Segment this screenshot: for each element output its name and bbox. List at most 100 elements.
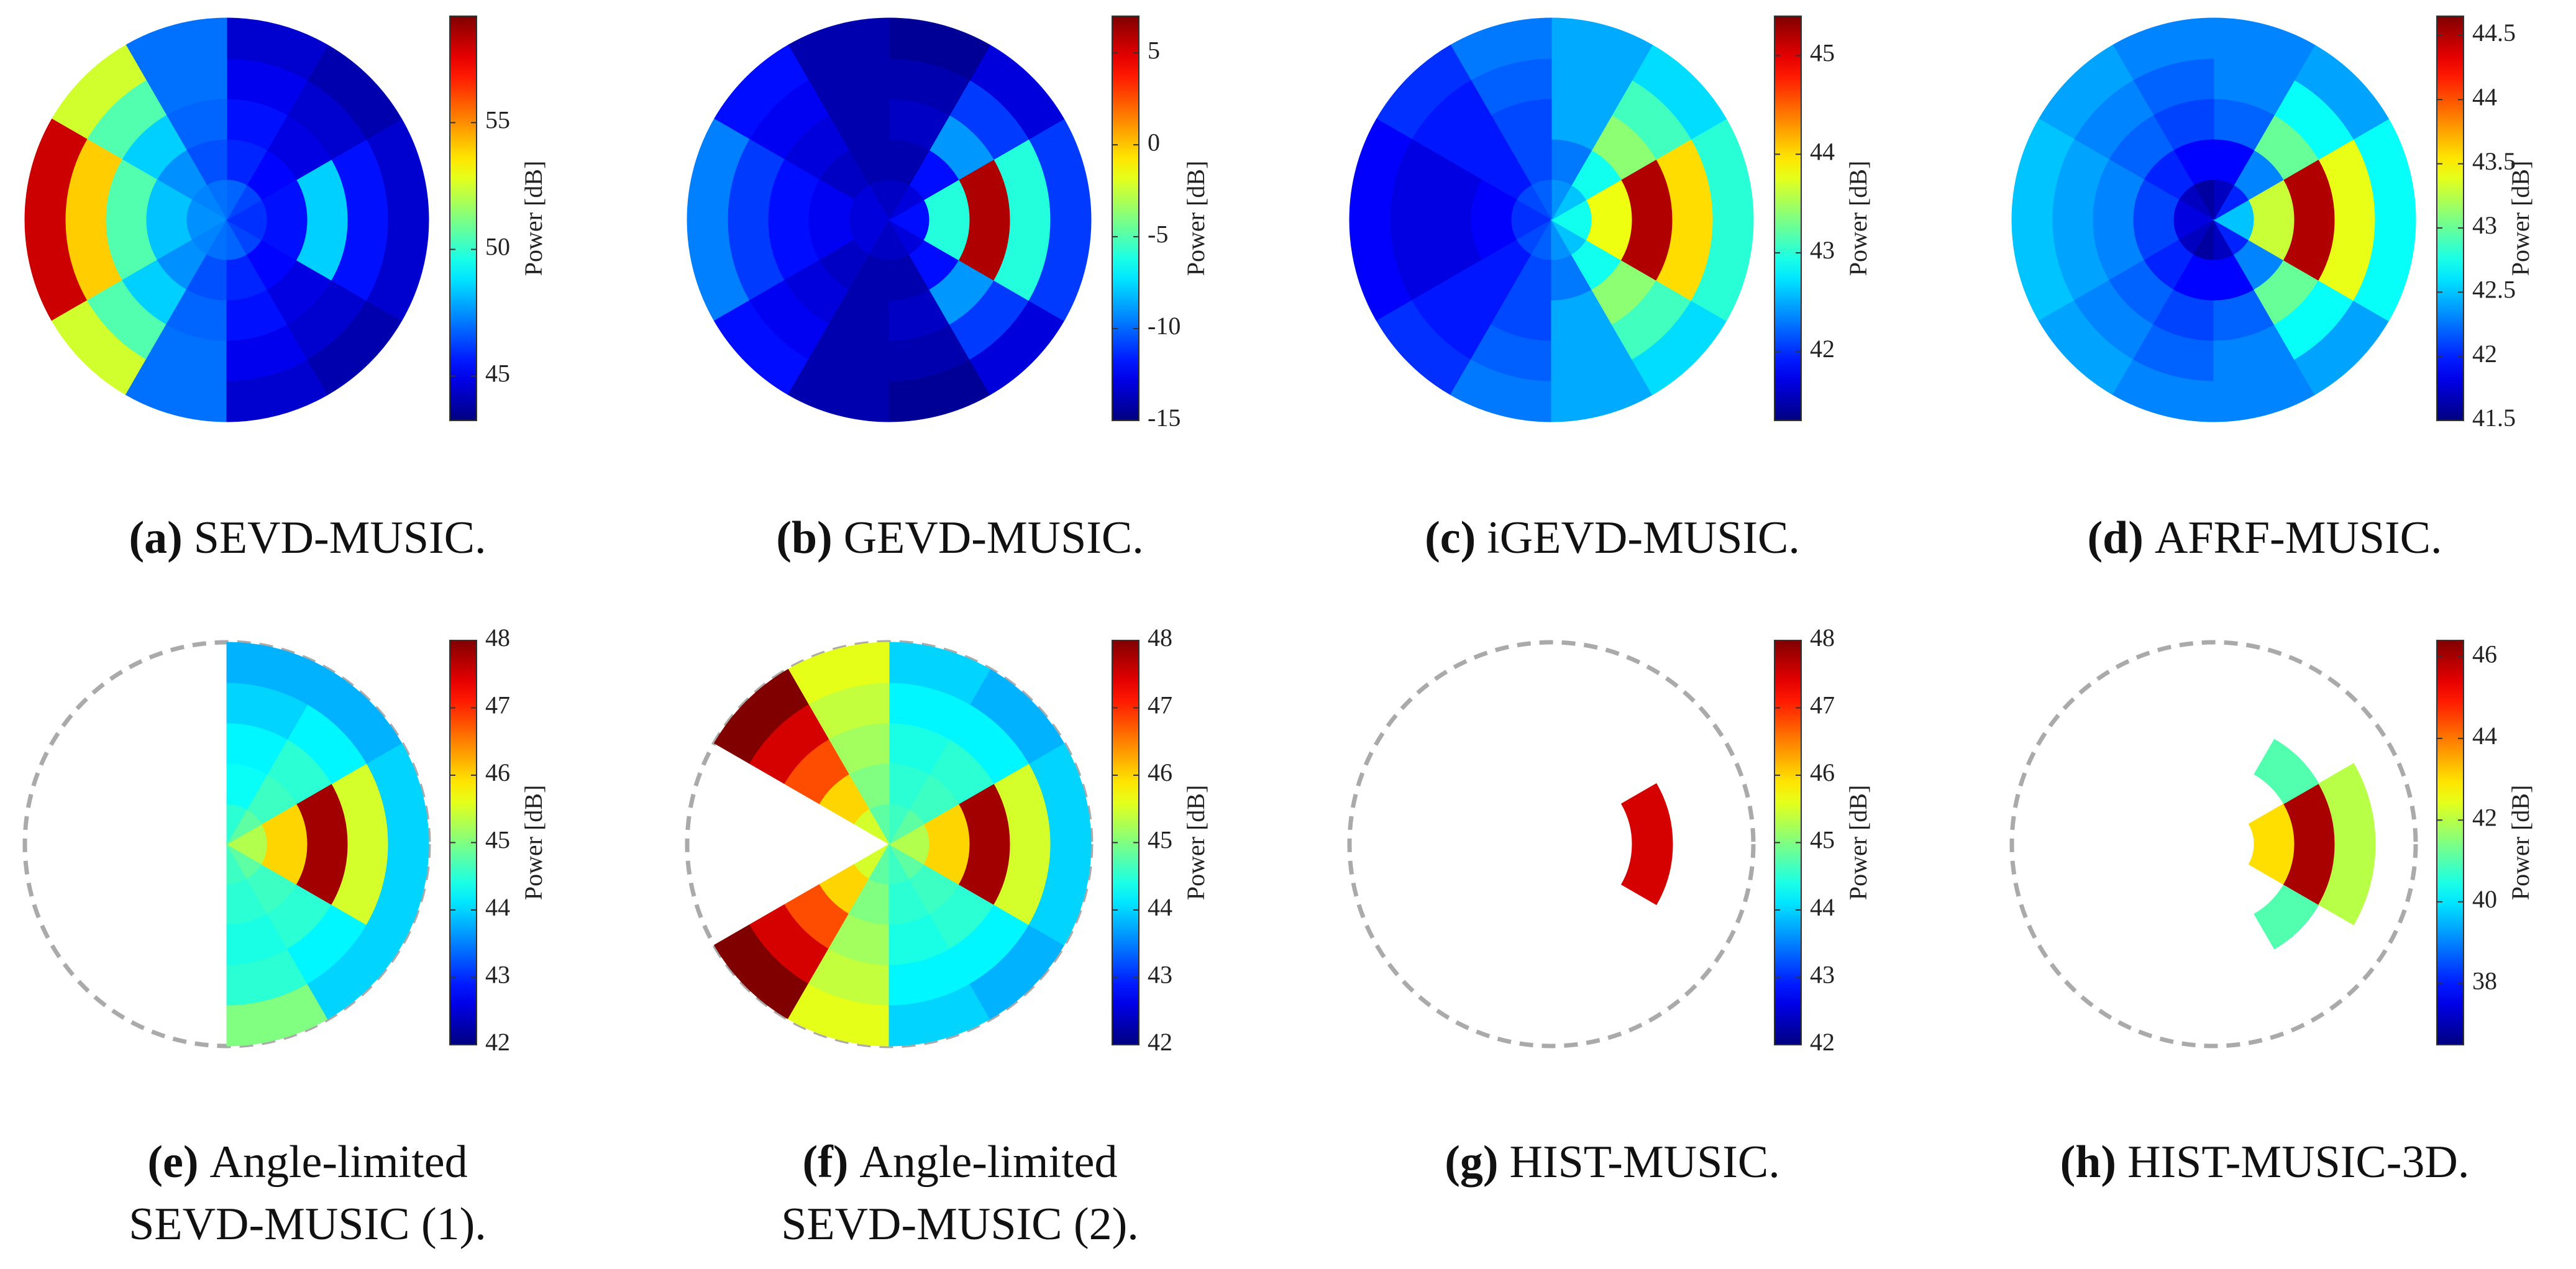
caption: (d) AFRF-MUSIC. [2087, 512, 2442, 563]
caption-text: Angle-limited [859, 1137, 1117, 1188]
colorbar-tick-label: 43 [1810, 236, 1835, 264]
caption-tag: (g) [1445, 1137, 1498, 1188]
colorbar-tick-label: 48 [485, 624, 510, 652]
colorbar-tick-label: 43 [2472, 211, 2497, 239]
caption: (c) iGEVD-MUSIC. [1425, 512, 1800, 563]
colorbar-tick-label: 48 [1810, 624, 1835, 652]
colorbar-tick-label: -15 [1148, 404, 1181, 432]
colorbar-tick-label: 45 [485, 826, 510, 854]
colorbar-tick-label: 0 [1148, 128, 1160, 156]
caption: (b) GEVD-MUSIC. [776, 512, 1144, 563]
caption-text: SEVD-MUSIC. [194, 512, 486, 563]
colorbar-tick-label: 40 [2472, 885, 2497, 913]
colorbar-tick-label: 45 [1810, 39, 1835, 67]
heat-cell [1028, 219, 1092, 322]
colorbar-label: Power [dB] [1844, 785, 1872, 901]
colorbar-tick-label: 48 [1148, 624, 1172, 652]
heat-cell [2318, 844, 2376, 926]
colorbar-tick-label: 47 [1810, 691, 1835, 719]
colorbar-tick-label: 45 [1810, 826, 1835, 854]
panel: 42 43 44 45 46 47 48 Power [dB] (g) HIST-MUSIC. [1347, 624, 1872, 1188]
caption: (h) HIST-MUSIC-3D. [2060, 1137, 2470, 1188]
colorbar-tick-label: 42 [2472, 340, 2497, 368]
caption-tag: (b) [776, 512, 832, 563]
colorbar-tick-label: -5 [1148, 220, 1168, 248]
colorbar-tick-label: 5 [1148, 36, 1160, 64]
colorbar-tick-label: 42.5 [2472, 276, 2516, 304]
colorbar-tick-label: 46 [2472, 640, 2497, 668]
heat-cell [2353, 219, 2416, 322]
caption: (e) Angle-limited SEVD-MUSIC (1). [129, 1137, 486, 1250]
colorbar-tick-label: 43 [1148, 961, 1172, 989]
colorbar-tick-label: 43 [1810, 961, 1835, 989]
colorbar-label: Power [dB] [519, 785, 547, 901]
colorbar-tick-label: 44 [1148, 893, 1172, 921]
caption-tag: (f) [802, 1137, 848, 1188]
colorbar-tick-label: 42 [485, 1028, 510, 1056]
colorbar-tick-label: 46 [1810, 758, 1835, 786]
heat-cell [713, 668, 809, 764]
colorbar-tick-label: 38 [2472, 967, 2497, 995]
colorbar-tick-label: 42 [1810, 335, 1835, 363]
panel: 38 40 42 44 46 Power [dB] (h) HIST-MUSIC-3D. [2009, 640, 2534, 1188]
caption-text: GEVD-MUSIC. [844, 512, 1144, 563]
colorbar-label: Power [dB] [2506, 161, 2534, 276]
heat-cell [366, 219, 429, 322]
colorbar-tick-label: 44.5 [2472, 19, 2516, 47]
colorbar-tick-label: 45 [1148, 826, 1172, 854]
colorbar-label: Power [dB] [1182, 785, 1210, 901]
colorbar-tick-label: 42 [2472, 804, 2497, 832]
colorbar-label: Power [dB] [1844, 161, 1872, 276]
colorbar-tick-label: 42 [1810, 1028, 1835, 1056]
colorbar-tick-label: 44 [2472, 722, 2497, 750]
panel: 42 43 44 45 46 47 48 Power [dB] (e) Angle-limited… [22, 624, 547, 1250]
caption: (a) SEVD-MUSIC. [129, 512, 486, 563]
colorbar-label: Power [dB] [1182, 161, 1210, 276]
caption: (f) Angle-limited SEVD-MUSIC (2). [781, 1137, 1139, 1250]
colorbar-tick-label: 44 [1810, 893, 1835, 921]
caption: (g) HIST-MUSIC. [1445, 1137, 1779, 1188]
colorbar-tick-label: 44 [1810, 137, 1835, 165]
colorbar-tick-label: 43 [485, 961, 510, 989]
colorbar [1112, 16, 1140, 421]
caption-tag: (h) [2060, 1137, 2116, 1188]
heat-cell [226, 642, 329, 705]
caption-tag: (c) [1425, 512, 1476, 563]
heat-cell [1620, 783, 1673, 845]
colorbar-label: Power [dB] [2506, 785, 2534, 901]
panel: -15 -10 -5 0 5 Power [dB] (b) GEVD-MUSIC. [687, 16, 1210, 563]
colorbar-tick-label: 42 [1148, 1028, 1172, 1056]
colorbar [2436, 16, 2464, 421]
caption-tag: (d) [2087, 512, 2143, 563]
panel: 41.5 42 42.5 43 43.5 44 44.5 Power [dB] (d) AFRF-… [2011, 16, 2534, 563]
caption-text: Angle-limited [210, 1137, 468, 1188]
caption-text: AFRF-MUSIC. [2155, 512, 2442, 563]
heat-cell [2318, 763, 2376, 845]
caption-text: SEVD-MUSIC (2). [781, 1199, 1139, 1250]
caption-text: SEVD-MUSIC (1). [129, 1199, 486, 1250]
panel: 42 43 44 45 Power [dB] (c) iGEVD-MUSIC. [1349, 16, 1872, 563]
caption-text: iGEVD-MUSIC. [1487, 512, 1800, 563]
colorbar-tick-label: 44 [2472, 83, 2497, 111]
colorbar-tick-label: 45 [485, 360, 510, 388]
panel: 42 43 44 45 46 47 48 Power [dB] (f) Angle-limited… [685, 624, 1210, 1250]
colorbar-tick-label: 44 [485, 893, 510, 921]
colorbar-tick-label: 47 [485, 691, 510, 719]
colorbar [449, 16, 477, 421]
colorbar-tick-label: 55 [485, 106, 510, 134]
colorbar-tick-label: 46 [485, 758, 510, 786]
colorbar-label: Power [dB] [519, 161, 547, 276]
boundary [2009, 640, 2418, 1048]
colorbar-tick-label: 46 [1148, 758, 1172, 786]
caption-tag: (a) [129, 512, 182, 563]
caption-text: HIST-MUSIC. [1510, 1137, 1780, 1188]
colorbar-tick-label: 41.5 [2472, 404, 2516, 432]
caption-text: HIST-MUSIC-3D. [2127, 1137, 2469, 1188]
boundary [1347, 640, 1756, 1048]
heat-cell [2254, 739, 2319, 804]
colorbar-tick-label: 50 [485, 233, 510, 261]
colorbar [1774, 16, 1802, 421]
heat-cell [1691, 219, 1754, 322]
heat-cell [1028, 844, 1092, 946]
